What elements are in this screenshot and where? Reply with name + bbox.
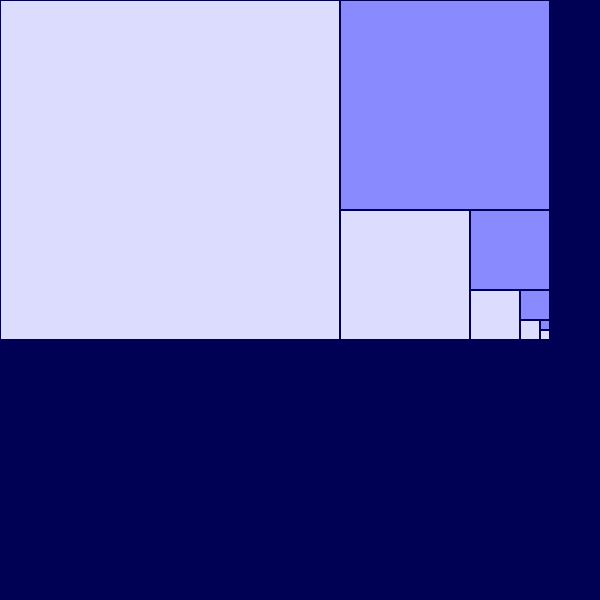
square-6 <box>520 290 550 320</box>
square-2 <box>340 0 550 210</box>
square-1 <box>0 0 340 340</box>
square-7 <box>520 320 540 340</box>
square-4 <box>470 210 550 290</box>
square-3 <box>340 210 470 340</box>
square-8 <box>540 320 550 330</box>
square-5 <box>470 290 520 340</box>
square-9 <box>540 330 550 340</box>
square-group <box>0 0 550 340</box>
